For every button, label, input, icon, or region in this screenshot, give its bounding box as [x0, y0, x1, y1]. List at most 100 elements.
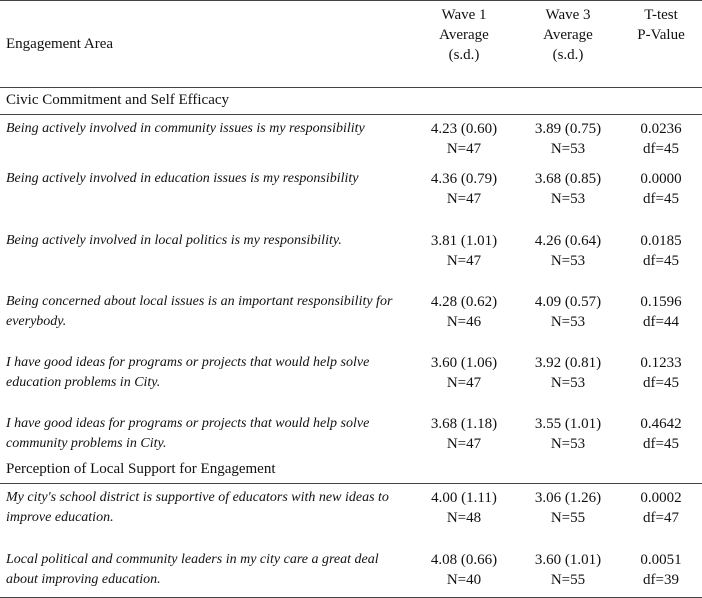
value-text: 0.1596 — [640, 293, 682, 310]
value-text: N=53 — [550, 252, 586, 269]
value-text: 4.26 (0.64) — [534, 232, 602, 249]
section-row: Perception of Local Support for Engageme… — [0, 456, 702, 484]
value-cell: 4.23 (0.60) N=47 — [412, 115, 516, 165]
value-cell: 4.36 (0.79) N=47 — [412, 165, 516, 227]
value-cell: 0.0002 df=47 — [620, 483, 702, 546]
value-text: 3.68 (0.85) — [534, 170, 602, 187]
header-cell: Engagement Area — [0, 0, 412, 88]
value-text: 4.36 (0.79) — [430, 170, 498, 187]
value-text: 3.92 (0.81) — [534, 354, 602, 371]
value-cell: 0.0051 df=39 — [620, 546, 702, 598]
data-row: Local political and community leaders in… — [0, 546, 702, 598]
item-text: I have good ideas for programs or projec… — [6, 415, 370, 451]
value-text: 0.1233 — [640, 354, 682, 371]
value-text: 3.81 (1.01) — [430, 232, 498, 249]
value-cell: 4.28 (0.62) N=46 — [412, 288, 516, 349]
value-cell: 3.89 (0.75) N=53 — [516, 115, 620, 165]
header-cell: T-test P-Value — [620, 0, 702, 88]
value-cell: 3.81 (1.01) N=47 — [412, 227, 516, 288]
value-text: 4.09 (0.57) — [534, 293, 602, 310]
header-text: Wave 1 — [441, 7, 487, 23]
header-cell: Wave 1 Average (s.d.) — [412, 0, 516, 88]
value-cell: 4.26 (0.64) N=53 — [516, 227, 620, 288]
header-text: P-Value — [637, 27, 685, 43]
value-text: 0.4642 — [640, 415, 682, 432]
value-text: N=53 — [550, 435, 586, 452]
item-text: Being actively involved in education iss… — [6, 170, 359, 186]
value-text: 4.08 (0.66) — [430, 552, 498, 568]
data-row: Being actively involved in local politic… — [0, 227, 702, 288]
data-row: Being concerned about local issues is an… — [0, 288, 702, 349]
header-text: (s.d.) — [552, 47, 584, 63]
value-text: N=53 — [550, 141, 586, 157]
item-text: Local political and community leaders in… — [0, 546, 412, 598]
value-text: N=53 — [550, 190, 586, 207]
value-cell: 4.00 (1.11) N=48 — [412, 483, 516, 546]
value-text: 3.60 (1.06) — [430, 354, 498, 371]
value-cell: 4.08 (0.66) N=40 — [412, 546, 516, 598]
item-text: Being concerned about local issues is an… — [6, 293, 393, 329]
value-text: 0.0185 — [640, 232, 682, 249]
value-cell: 0.1596 df=44 — [620, 288, 702, 349]
value-text: df=45 — [643, 374, 679, 391]
header-text: Engagement Area — [6, 36, 114, 52]
value-text: N=48 — [446, 509, 482, 526]
value-cell: 0.4642 df=45 — [620, 410, 702, 457]
header-text: (s.d.) — [448, 47, 480, 63]
item-text: Being actively involved in local politic… — [6, 232, 342, 248]
value-cell: 3.60 (1.06) N=47 — [412, 349, 516, 410]
value-text: 3.89 (0.75) — [534, 121, 602, 137]
header-text: Wave 3 — [545, 7, 591, 23]
value-text: 0.0236 — [640, 121, 682, 137]
item-text: I have good ideas for programs or projec… — [6, 354, 370, 390]
value-cell: 0.0185 df=45 — [620, 227, 702, 288]
value-text: df=45 — [643, 141, 679, 157]
data-row: Being actively involved in education iss… — [0, 165, 702, 227]
data-row: I have good ideas for programs or projec… — [0, 349, 702, 410]
data-row: Being actively involved in community iss… — [0, 115, 702, 165]
value-text: 0.0051 — [640, 552, 682, 568]
value-text: df=45 — [643, 252, 679, 269]
value-text: N=47 — [446, 190, 482, 207]
value-text: 0.0002 — [640, 489, 682, 506]
value-text: 4.23 (0.60) — [430, 121, 498, 137]
value-text: df=39 — [643, 572, 679, 588]
value-text: 4.00 (1.11) — [431, 489, 497, 506]
data-row: I have good ideas for programs or projec… — [0, 410, 702, 457]
header-text: T-test — [644, 7, 678, 23]
value-text: df=45 — [643, 435, 679, 452]
value-text: df=44 — [643, 313, 679, 330]
data-row: My city's school district is supportive … — [0, 483, 702, 546]
value-cell: 3.06 (1.26) N=55 — [516, 483, 620, 546]
value-cell: 3.68 (0.85) N=53 — [516, 165, 620, 227]
value-text: N=55 — [550, 509, 586, 526]
value-text: 0.0000 — [640, 170, 682, 187]
value-cell: 0.0000 df=45 — [620, 165, 702, 227]
header-row: Engagement Area Wave 1 Average (s.d.) Wave 3… — [0, 0, 702, 88]
value-text: 3.55 (1.01) — [534, 415, 602, 432]
value-text: 3.60 (1.01) — [534, 552, 602, 568]
item-text: My city's school district is supportive … — [6, 489, 389, 525]
value-text: N=47 — [446, 435, 482, 452]
value-text: 4.28 (0.62) — [430, 293, 498, 310]
value-text: N=55 — [550, 572, 586, 588]
value-text: 3.06 (1.26) — [534, 489, 602, 506]
header-cell: Wave 3 Average (s.d.) — [516, 0, 620, 88]
value-cell: 3.92 (0.81) N=53 — [516, 349, 620, 410]
value-text: N=47 — [446, 374, 482, 391]
item-text: Being actively involved in community iss… — [6, 121, 365, 136]
value-cell: 0.0236 df=45 — [620, 115, 702, 165]
value-text: N=40 — [446, 572, 482, 588]
value-cell: 4.09 (0.57) N=53 — [516, 288, 620, 349]
value-text: df=47 — [643, 509, 679, 526]
value-text: df=45 — [643, 190, 679, 207]
value-text: N=47 — [446, 141, 482, 157]
value-text: N=53 — [550, 374, 586, 391]
section-title: Civic Commitment and Self Efficacy — [0, 87, 702, 115]
value-text: 3.68 (1.18) — [430, 415, 498, 432]
header-text: Average — [543, 27, 593, 43]
value-text: N=46 — [446, 313, 482, 330]
value-cell: 0.1233 df=45 — [620, 349, 702, 410]
